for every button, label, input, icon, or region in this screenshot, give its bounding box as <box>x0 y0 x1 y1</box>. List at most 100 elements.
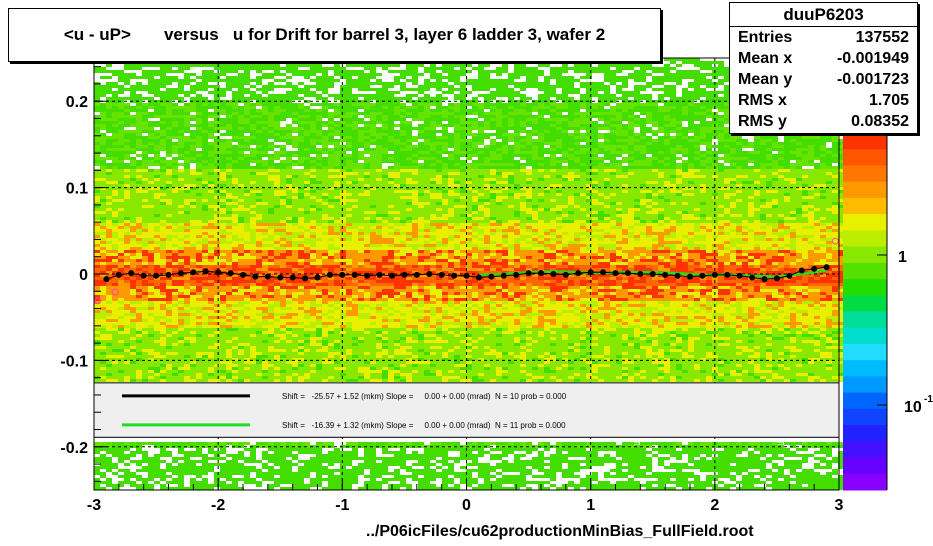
heatmap-cell <box>736 193 742 196</box>
heatmap-cell <box>430 139 436 142</box>
heatmap-cell <box>304 157 310 160</box>
heatmap-cell <box>334 187 340 190</box>
heatmap-cell <box>580 145 586 148</box>
heatmap-cell <box>556 184 562 187</box>
heatmap-cell <box>460 160 466 163</box>
heatmap-cell <box>664 184 670 187</box>
heatmap-cell <box>130 109 136 112</box>
heatmap-cell <box>640 172 646 175</box>
heatmap-cell <box>382 82 388 85</box>
heatmap-cell <box>766 142 772 145</box>
heatmap-cell <box>604 67 610 70</box>
heatmap-cell <box>772 148 778 151</box>
heatmap-cell <box>502 175 508 178</box>
heatmap-cell <box>196 85 202 88</box>
heatmap-cell <box>286 109 292 112</box>
heatmap-cell <box>754 187 760 190</box>
heatmap-cell <box>334 160 340 163</box>
heatmap-cell <box>202 82 208 85</box>
heatmap-cell <box>724 193 730 196</box>
heatmap-cell <box>424 139 430 142</box>
heatmap-cell <box>736 139 742 142</box>
heatmap-cell <box>118 109 124 112</box>
heatmap-cell <box>628 67 634 70</box>
heatmap-cell <box>676 139 682 142</box>
heatmap-cell <box>160 148 166 151</box>
heatmap-cell <box>682 106 688 109</box>
heatmap-cell <box>298 151 304 154</box>
heatmap-cell <box>550 160 556 163</box>
heatmap-cell <box>754 172 760 175</box>
heatmap-cell <box>538 187 544 190</box>
heatmap-cell <box>514 187 520 190</box>
heatmap-cell <box>628 103 634 106</box>
heatmap-cell <box>508 79 514 82</box>
heatmap-cell <box>160 169 166 172</box>
heatmap-cell <box>724 145 730 148</box>
heatmap-cell <box>490 169 496 172</box>
heatmap-cell <box>826 193 832 196</box>
heatmap-cell <box>544 97 550 100</box>
heatmap-cell <box>364 175 370 178</box>
heatmap-cell <box>412 73 418 76</box>
heatmap-cell <box>706 139 712 142</box>
heatmap-cell <box>610 151 616 154</box>
heatmap-cell <box>838 172 844 175</box>
heatmap-cell <box>400 166 406 169</box>
heatmap-cell <box>664 190 670 193</box>
heatmap-cell <box>646 157 652 160</box>
heatmap-cell <box>460 136 466 139</box>
heatmap-cell <box>232 121 238 124</box>
heatmap-cell <box>640 109 646 112</box>
heatmap-cell <box>460 73 466 76</box>
heatmap-cell <box>298 88 304 91</box>
heatmap-cell <box>454 151 460 154</box>
heatmap-cell <box>190 178 196 181</box>
heatmap-cell <box>142 121 148 124</box>
heatmap-cell <box>262 145 268 148</box>
heatmap-cell <box>340 178 346 181</box>
heatmap-cell <box>514 136 520 139</box>
heatmap-cell <box>214 136 220 139</box>
heatmap-cell <box>514 91 520 94</box>
heatmap-cell <box>310 157 316 160</box>
heatmap-cell <box>394 115 400 118</box>
heatmap-cell <box>682 139 688 142</box>
heatmap-cell <box>94 160 100 163</box>
heatmap-cell <box>388 160 394 163</box>
heatmap-cell <box>484 190 490 193</box>
heatmap-cell <box>376 190 382 193</box>
heatmap-cell <box>334 148 340 151</box>
heatmap-cell <box>226 67 232 70</box>
heatmap-cell <box>742 193 748 196</box>
heatmap-cell <box>658 121 664 124</box>
heatmap-cell <box>610 145 616 148</box>
heatmap-cell <box>490 181 496 184</box>
heatmap-cell <box>220 184 226 187</box>
heatmap-cell <box>466 154 472 157</box>
heatmap-cell <box>586 64 592 67</box>
heatmap-cell <box>262 148 268 151</box>
heatmap-cell <box>376 88 382 91</box>
heatmap-cell <box>736 190 742 193</box>
heatmap-cell <box>568 175 574 178</box>
heatmap-cell <box>544 127 550 130</box>
heatmap-cell <box>166 112 172 115</box>
heatmap-cell <box>604 76 610 79</box>
heatmap-cell <box>688 166 694 169</box>
heatmap-cell <box>502 124 508 127</box>
heatmap-cell <box>796 166 802 169</box>
heatmap-cell <box>766 172 772 175</box>
heatmap-cell <box>208 148 214 151</box>
heatmap-cell <box>574 145 580 148</box>
heatmap-cell <box>214 121 220 124</box>
heatmap-cell <box>526 148 532 151</box>
heatmap-cell <box>568 91 574 94</box>
heatmap-cell <box>520 106 526 109</box>
heatmap-cell <box>796 151 802 154</box>
heatmap-cell <box>484 103 490 106</box>
heatmap-cell <box>238 64 244 67</box>
heatmap-cell <box>298 148 304 151</box>
heatmap-cell <box>376 97 382 100</box>
heatmap-cell <box>394 148 400 151</box>
